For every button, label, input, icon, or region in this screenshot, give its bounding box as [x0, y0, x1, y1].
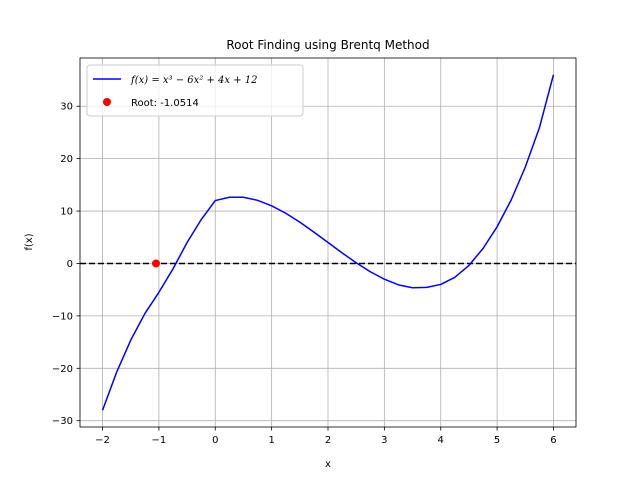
- axes-frame: [79, 57, 577, 428]
- x-tick-label: 3: [381, 435, 387, 446]
- y-axis: −30 −20 −10 0 10 20 30: [52, 102, 80, 427]
- chart-title: Root Finding using Brentq Method: [226, 38, 429, 52]
- root-point: [152, 259, 161, 268]
- function-curve: [101, 74, 555, 411]
- y-tick-label: −30: [52, 416, 73, 427]
- y-tick-label: −10: [52, 311, 73, 322]
- x-tick-label: 1: [268, 435, 274, 446]
- legend-curve-label: f(x) = x³ − 6x² + 4x + 12: [130, 75, 257, 86]
- y-tick-label: 20: [60, 154, 73, 165]
- x-axis-label: x: [325, 459, 331, 470]
- y-tick-label: 10: [60, 207, 73, 218]
- x-axis: −2 −1 0 1 2 3 4 5 6: [95, 427, 557, 446]
- x-tick-label: −1: [152, 435, 167, 446]
- x-tick-label: 6: [550, 435, 556, 446]
- legend-box: [86, 64, 304, 117]
- x-tick-label: 5: [494, 435, 500, 446]
- legend-root-swatch: [103, 98, 111, 106]
- y-tick-label: 30: [60, 102, 73, 113]
- y-tick-label: 0: [67, 259, 73, 270]
- x-tick-label: 0: [212, 435, 218, 446]
- y-axis-label: f(x): [24, 233, 35, 250]
- plot-area: [80, 74, 576, 411]
- y-tick-label: −20: [52, 364, 73, 375]
- legend-root-label: Root: -1.0514: [131, 98, 199, 109]
- x-tick-label: 4: [438, 435, 444, 446]
- x-tick-label: −2: [95, 435, 110, 446]
- x-tick-label: 2: [325, 435, 331, 446]
- legend: f(x) = x³ − 6x² + 4x + 12 Root: -1.0514: [86, 64, 304, 117]
